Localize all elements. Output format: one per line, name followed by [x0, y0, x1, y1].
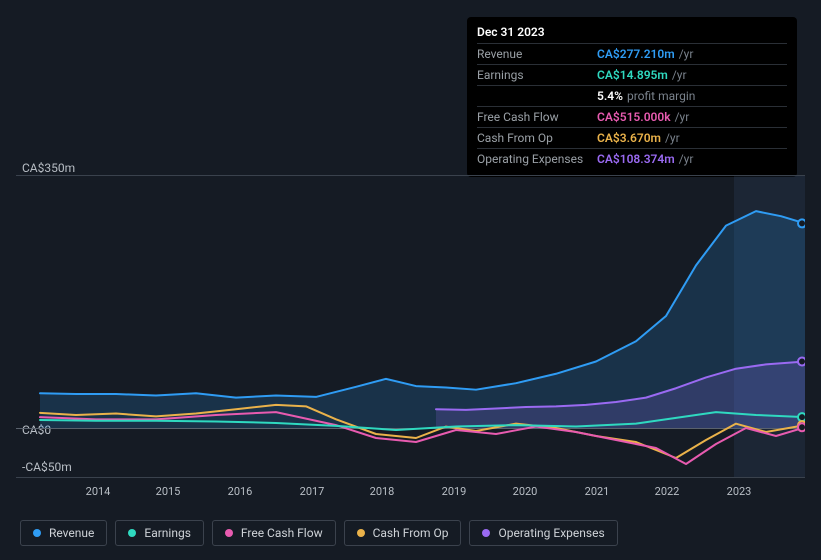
tooltip-row-label: Earnings: [477, 68, 597, 82]
legend-label: Earnings: [144, 526, 191, 540]
tooltip-row-value: 5.4%: [597, 89, 623, 103]
tooltip-row: EarningsCA$14.895m/yr: [477, 64, 787, 85]
legend-dot-icon: [357, 529, 365, 537]
x-axis-tick: 2015: [156, 485, 181, 498]
chart-tooltip: Dec 31 2023 RevenueCA$277.210m/yrEarning…: [467, 17, 797, 177]
tooltip-row-value: CA$14.895m: [597, 68, 668, 82]
legend-dot-icon: [33, 529, 41, 537]
legend-item[interactable]: Cash From Op: [344, 520, 462, 546]
tooltip-row-label: Operating Expenses: [477, 152, 597, 166]
legend-dot-icon: [128, 529, 136, 537]
tooltip-row: 5.4% profit margin: [477, 85, 787, 106]
tooltip-row-suffix: /yr: [665, 131, 680, 145]
x-axis-tick: 2017: [300, 485, 325, 498]
legend-label: Cash From Op: [373, 526, 449, 540]
tooltip-row-value: CA$3.670m: [597, 131, 661, 145]
tooltip-row-suffix: profit margin: [627, 89, 695, 103]
legend-item[interactable]: Operating Expenses: [469, 520, 617, 546]
tooltip-row-label: [477, 89, 597, 103]
chart-plot-area: [16, 175, 805, 478]
tooltip-row-value: CA$277.210m: [597, 47, 675, 61]
tooltip-row: Cash From OpCA$3.670m/yr: [477, 127, 787, 148]
legend-label: Operating Expenses: [498, 526, 604, 540]
x-axis-tick: 2022: [655, 485, 680, 498]
tooltip-row: Free Cash FlowCA$515.000k/yr: [477, 106, 787, 127]
x-axis: 2014 2015 2016 2017 2018 2019 2020 2021 2022 2023: [16, 485, 805, 500]
legend-label: Free Cash Flow: [241, 526, 323, 540]
tooltip-row-value: CA$515.000k: [597, 110, 671, 124]
y-axis-tick: CA$350m: [22, 161, 75, 175]
tooltip-date: Dec 31 2023: [477, 25, 787, 39]
legend-item[interactable]: Free Cash Flow: [212, 520, 336, 546]
tooltip-row-label: Cash From Op: [477, 131, 597, 145]
legend-dot-icon: [482, 529, 490, 537]
x-axis-tick: 2023: [727, 485, 752, 498]
x-axis-tick: 2014: [86, 485, 111, 498]
tooltip-row-label: Free Cash Flow: [477, 110, 597, 124]
x-axis-tick: 2018: [370, 485, 395, 498]
tooltip-row-suffix: /yr: [672, 68, 687, 82]
legend-item[interactable]: Earnings: [115, 520, 204, 546]
tooltip-row: Operating ExpensesCA$108.374m/yr: [477, 148, 787, 169]
x-axis-tick: 2020: [513, 485, 538, 498]
x-axis-tick: 2016: [228, 485, 253, 498]
legend-item[interactable]: Revenue: [20, 520, 107, 546]
tooltip-row-label: Revenue: [477, 47, 597, 61]
tooltip-row-suffix: /yr: [675, 110, 690, 124]
chart-legend: Revenue Earnings Free Cash Flow Cash From O…: [20, 520, 618, 546]
x-axis-tick: 2021: [585, 485, 610, 498]
legend-label: Revenue: [49, 526, 94, 540]
tooltip-row-value: CA$108.374m: [597, 152, 675, 166]
legend-dot-icon: [225, 529, 233, 537]
tooltip-row-suffix: /yr: [679, 152, 694, 166]
tooltip-row-suffix: /yr: [679, 47, 694, 61]
x-axis-tick: 2019: [442, 485, 467, 498]
tooltip-row: RevenueCA$277.210m/yr: [477, 43, 787, 64]
